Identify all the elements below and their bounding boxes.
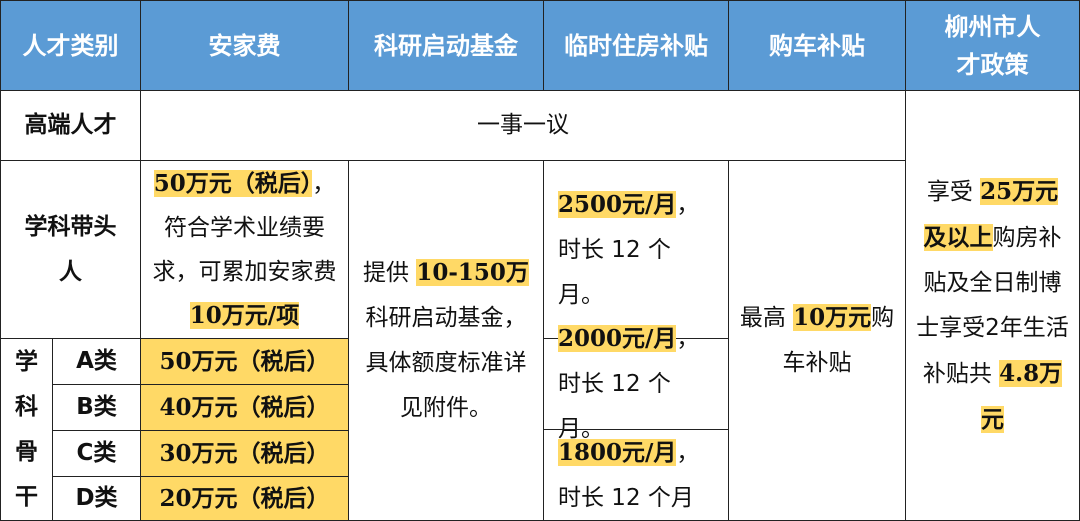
header-research-fund: 科研启动基金: [348, 0, 544, 91]
class-name: C类: [76, 440, 117, 466]
cell-text: 享受: [926, 178, 981, 205]
highlight-amount: 10万元: [793, 304, 872, 331]
highlight-amount: 50万元（税后）: [159, 348, 330, 375]
cell-text: ，符合学术业绩要求，可累加安家费: [152, 170, 337, 285]
cell-text: 购房补贴及全日制博士享受2年生活补贴共: [916, 224, 1069, 387]
class-d-label: D类: [52, 476, 141, 521]
row-label: 学科带头人: [24, 213, 117, 285]
class-b-settlement: 40万元（税后）: [140, 384, 349, 431]
leader-settlement: 50万元（税后），符合学术业绩要求，可累加安家费 10万元/项: [140, 160, 349, 339]
cell-text: 一事一议: [477, 112, 569, 138]
high-end-label: 高端人才: [0, 90, 141, 161]
class-a-settlement: 50万元（税后）: [140, 338, 349, 385]
highlight-amount: 2500元/月: [558, 190, 677, 218]
leader-housing: 2500元/月，时长 12 个月。: [543, 160, 729, 339]
header-city-policy: 柳州市人才政策: [905, 0, 1080, 91]
class-c-settlement: 30万元（税后）: [140, 430, 349, 477]
highlight-amount: 10-150万: [416, 259, 529, 286]
header-label: 购车补贴: [769, 31, 865, 60]
header-label: 人才类别: [22, 31, 119, 60]
city-policy-cell: 享受 25万元及以上购房补贴及全日制博士享受2年生活补贴共 4.8万元: [905, 90, 1080, 521]
class-c-label: C类: [52, 430, 141, 477]
cell-text: 最高: [739, 305, 794, 331]
header-label: 安家费: [208, 31, 281, 60]
cell-text: 科研启动基金，具体额度标准详见附件。: [365, 305, 527, 421]
highlight-amount: 10万元/项: [189, 301, 300, 329]
class-name: B类: [76, 394, 117, 420]
backbone-label: 学科骨干: [0, 338, 53, 521]
backbone-housing-1: 2000元/月，时长 12 个月。: [543, 325, 729, 442]
research-fund-cell: 提供 10-150万科研启动基金，具体额度标准详见附件。: [348, 160, 544, 521]
header-car: 购车补贴: [728, 0, 906, 91]
header-settlement: 安家费: [140, 0, 349, 91]
backbone-housing-2: 1800元/月，时长 12 个月: [543, 429, 729, 521]
header-label: 临时住房补贴: [564, 31, 708, 60]
class-name: A类: [76, 348, 117, 374]
highlight-amount: 20万元（税后）: [159, 485, 330, 512]
highlight-amount: 40万元（税后）: [159, 394, 330, 421]
class-name: D类: [75, 485, 118, 511]
high-end-value: 一事一议: [140, 90, 906, 161]
car-subsidy-cell: 最高 10万元购车补贴: [728, 160, 906, 521]
row-label: 高端人才: [24, 112, 117, 138]
cell-text: ，时长 12 个月: [558, 439, 700, 511]
header-label: 科研启动基金: [374, 31, 518, 60]
header-label: 柳州市人才政策: [944, 12, 1041, 79]
class-d-settlement: 20万元（税后）: [140, 476, 349, 521]
cell-text: ，时长 12 个月。: [558, 191, 700, 308]
class-b-label: B类: [52, 384, 141, 431]
highlight-amount: 50万元（税后）: [153, 169, 313, 197]
header-housing: 临时住房补贴: [543, 0, 729, 91]
cell-text: 购车补贴: [782, 305, 895, 376]
cell-text: 提供: [363, 260, 417, 286]
highlight-amount: 2000元/月: [558, 325, 677, 352]
highlight-amount: 1800元/月: [558, 438, 677, 466]
header-category: 人才类别: [0, 0, 141, 91]
highlight-amount: 30万元（税后）: [159, 440, 330, 467]
row-label: 学科骨干: [15, 348, 38, 510]
class-a-label: A类: [52, 338, 141, 385]
leader-label: 学科带头人: [0, 160, 141, 339]
